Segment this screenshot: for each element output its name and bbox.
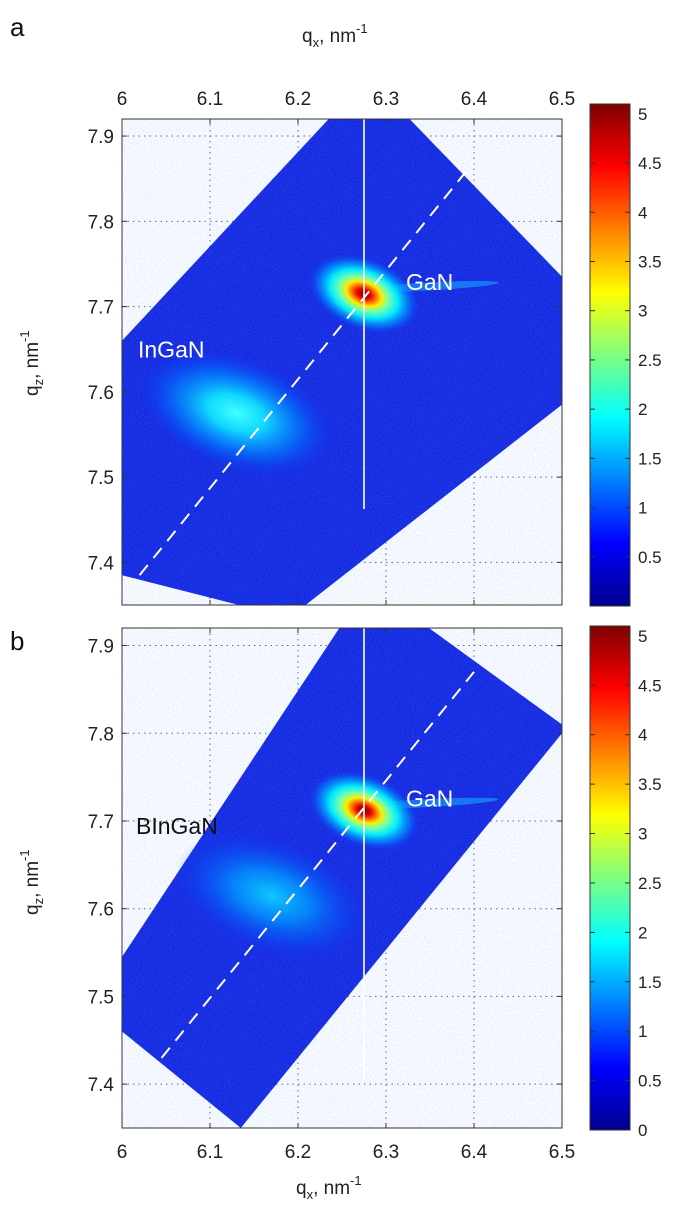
x-tick-label: 6.3 bbox=[373, 89, 399, 110]
panel-b: b qz, nm-1 qx, nm-1 GaN BInGaN 6 6.1 6.2 6.… bbox=[10, 625, 662, 1202]
plot-frame bbox=[121, 627, 563, 1129]
y-axis-label: qz, nm-1 bbox=[17, 849, 46, 915]
x-tick-label: 6.1 bbox=[197, 89, 223, 110]
colorbar-tick-label: 4.5 bbox=[638, 676, 662, 695]
x-tick-label: 6 bbox=[117, 1142, 128, 1163]
x-ticks: 6 6.1 6.2 6.3 6.4 6.5 bbox=[117, 89, 575, 605]
colorbar: 0 0.5 1 1.5 2 2.5 3 3.5 4 4.5 5 bbox=[589, 625, 662, 1140]
colorbar-tick-label: 1.5 bbox=[638, 449, 662, 468]
colorbar-ticks: 0 0.5 1 1.5 2 2.5 3 3.5 4 4.5 5 bbox=[590, 627, 662, 1140]
scan-region-texture bbox=[122, 119, 562, 605]
colorbar-tick-label: 4 bbox=[638, 203, 647, 222]
x-ticks: 6 6.1 6.2 6.3 6.4 6.5 bbox=[117, 628, 575, 1163]
x-tick-label: 6.1 bbox=[197, 1142, 223, 1163]
colorbar-gradient bbox=[589, 103, 631, 607]
colorbar-tick-label: 4.5 bbox=[638, 154, 662, 173]
y-tick-label: 7.9 bbox=[88, 127, 114, 148]
x-tick-label: 6.2 bbox=[285, 1142, 311, 1163]
x-tick-label: 6 bbox=[117, 89, 128, 110]
x-tick-label: 6.4 bbox=[461, 89, 488, 110]
panel-a: a qx, nm-1 qz, nm-1 GaN InGaN 6 6.1 6.2 6. bbox=[10, 12, 662, 607]
panel-label: a bbox=[10, 12, 25, 42]
colorbar-tick-label: 2 bbox=[638, 400, 647, 419]
colorbar-tick-label: 2.5 bbox=[638, 351, 662, 370]
y-tick-label: 7.5 bbox=[88, 468, 114, 489]
y-tick-label: 7.6 bbox=[88, 383, 114, 404]
y-tick-label: 7.5 bbox=[88, 987, 114, 1008]
y-tick-label: 7.8 bbox=[88, 212, 114, 233]
y-tick-label: 7.7 bbox=[88, 812, 114, 833]
colorbar-gradient bbox=[589, 625, 631, 1131]
x-axis-label: qx, nm-1 bbox=[302, 21, 368, 50]
relaxation-line bbox=[138, 161, 475, 576]
ingan-label: InGaN bbox=[138, 337, 204, 363]
colorbar-tick-label: 1 bbox=[638, 1022, 647, 1041]
y-tick-label: 7.8 bbox=[88, 724, 114, 745]
colorbar-tick-label: 1 bbox=[638, 499, 647, 518]
colorbar-tick-label: 5 bbox=[638, 627, 647, 646]
y-ticks: 7.4 7.5 7.6 7.7 7.8 7.9 bbox=[88, 637, 562, 1096]
y-tick-label: 7.6 bbox=[88, 900, 114, 921]
colorbar-tick-label: 5 bbox=[638, 105, 647, 124]
colorbar-tick-label: 0.5 bbox=[638, 1072, 662, 1091]
gan-label: GaN bbox=[406, 785, 453, 811]
colorbar: 0.5 1 1.5 2 2.5 3 3.5 4 4.5 5 bbox=[589, 103, 662, 607]
peak-ingan bbox=[140, 350, 333, 476]
gan-label: GaN bbox=[406, 269, 453, 295]
colorbar-tick-label: 4 bbox=[638, 726, 647, 745]
relaxation-line bbox=[160, 671, 475, 1059]
colorbar-tick-label: 1.5 bbox=[638, 973, 662, 992]
panel-label: b bbox=[10, 626, 24, 656]
colorbar-tick-label: 3 bbox=[638, 302, 647, 321]
plot-area: GaN InGaN 6 6.1 6.2 6.3 6.4 6.5 7.47.57.67.77… bbox=[88, 89, 575, 606]
colorbar-tick-label: 0 bbox=[638, 1121, 647, 1140]
plot-area: GaN BInGaN 6 6.1 6.2 6.3 6.4 6.5 7.4 7.5 7.6 7.7… bbox=[88, 627, 575, 1163]
colorbar-tick-label: 3 bbox=[638, 825, 647, 844]
x-tick-label: 6.2 bbox=[285, 89, 311, 110]
colorbar-tick-label: 3.5 bbox=[638, 252, 662, 271]
x-axis-label: qx, nm-1 bbox=[296, 1173, 362, 1202]
y-tick-label: 7.4 bbox=[88, 1075, 115, 1096]
y-ticks: 7.4 7.5 7.6 7.7 7.8 7.9 bbox=[88, 127, 562, 574]
colorbar-tick-label: 2.5 bbox=[638, 874, 662, 893]
bingan-label: BInGaN bbox=[136, 813, 218, 839]
x-tick-label: 6.5 bbox=[549, 89, 575, 110]
colorbar-tick-label: 3.5 bbox=[638, 775, 662, 794]
colorbar-tick-label: 2 bbox=[638, 923, 647, 942]
x-tick-label: 6.4 bbox=[461, 1142, 488, 1163]
x-tick-label: 6.5 bbox=[549, 1142, 575, 1163]
colorbar-ticks: 0.5 1 1.5 2 2.5 3 3.5 4 4.5 5 bbox=[590, 105, 662, 567]
y-tick-label: 7.7 bbox=[88, 298, 114, 319]
y-tick-label: 7.9 bbox=[88, 637, 114, 658]
y-tick-label: 7.4 bbox=[88, 553, 115, 574]
plot-frame bbox=[121, 118, 563, 606]
y-axis-label: qz, nm-1 bbox=[17, 330, 46, 396]
x-tick-label: 6.3 bbox=[373, 1142, 399, 1163]
colorbar-tick-label: 0.5 bbox=[638, 548, 662, 567]
